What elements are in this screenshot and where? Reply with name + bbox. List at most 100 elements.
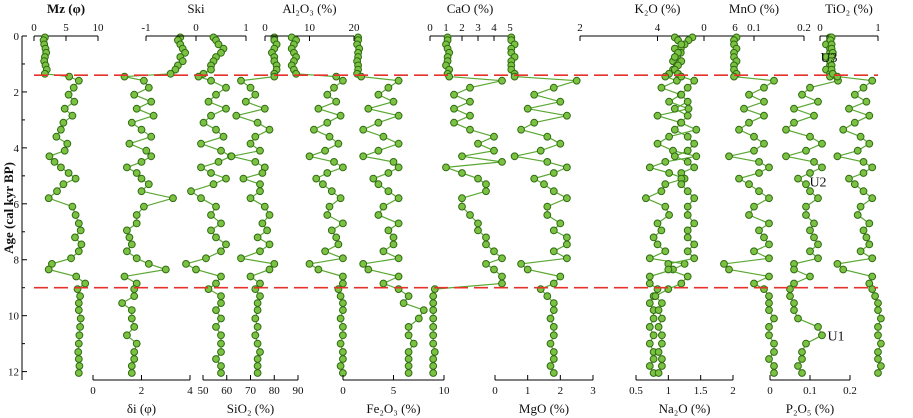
data-point xyxy=(199,118,208,127)
data-point xyxy=(258,219,267,228)
data-point xyxy=(394,163,403,172)
data-point xyxy=(207,111,215,120)
data-point xyxy=(414,314,423,323)
data-point xyxy=(490,247,498,256)
data-point xyxy=(45,152,54,161)
data-point xyxy=(217,292,225,301)
data-point xyxy=(339,331,347,340)
data-point xyxy=(839,265,848,274)
data-point xyxy=(394,272,403,281)
data-point xyxy=(319,180,327,189)
data-point xyxy=(798,348,806,356)
data-point xyxy=(253,233,262,242)
data-point xyxy=(120,272,129,281)
data-point xyxy=(765,299,773,308)
data-point xyxy=(149,111,158,120)
data-point xyxy=(75,362,84,370)
data-point xyxy=(127,314,136,323)
data-point xyxy=(339,355,347,363)
data-point xyxy=(549,331,558,340)
data-point xyxy=(549,226,558,235)
track-tick-label: 0.2 xyxy=(843,385,857,397)
data-point xyxy=(132,339,141,348)
data-point xyxy=(802,211,810,219)
data-point xyxy=(194,72,203,81)
data-point xyxy=(305,152,314,161)
data-point xyxy=(654,348,663,356)
data-point xyxy=(740,104,748,113)
data-point xyxy=(125,139,134,148)
data-point xyxy=(677,90,686,99)
data-point xyxy=(868,163,877,172)
age-tick-label: 4 xyxy=(14,143,20,155)
data-point xyxy=(874,331,882,340)
data-point xyxy=(140,76,148,85)
data-point xyxy=(256,146,264,155)
data-point xyxy=(123,163,131,172)
data-point xyxy=(71,174,80,183)
data-point xyxy=(144,83,153,92)
data-point xyxy=(850,90,859,99)
data-point xyxy=(657,83,666,92)
data-point xyxy=(450,118,458,127)
data-point xyxy=(336,362,345,370)
data-point xyxy=(683,97,692,106)
data-point xyxy=(874,355,882,363)
data-point xyxy=(549,348,558,356)
data-point xyxy=(543,202,552,211)
data-point xyxy=(862,233,871,242)
data-point xyxy=(314,265,323,274)
data-point xyxy=(404,369,413,377)
data-point xyxy=(71,211,80,219)
data-point xyxy=(517,125,525,134)
data-point xyxy=(770,348,778,356)
data-point xyxy=(877,339,885,348)
track-tick-label: 10 xyxy=(439,385,451,397)
data-point xyxy=(458,169,466,177)
data-point xyxy=(68,202,77,211)
data-point xyxy=(530,174,539,183)
data-point xyxy=(653,240,662,249)
unit-label: U1 xyxy=(827,329,844,344)
data-point xyxy=(147,132,156,141)
data-point xyxy=(137,158,146,166)
data-point xyxy=(770,339,778,348)
data-point xyxy=(802,180,810,189)
data-point xyxy=(458,152,466,161)
age-tick-label: 10 xyxy=(8,311,20,323)
data-point xyxy=(810,233,818,242)
unit-label: U3 xyxy=(820,51,837,66)
data-point xyxy=(76,292,84,301)
track-title: Na₂O (%) xyxy=(659,401,711,416)
data-point xyxy=(868,285,877,294)
data-point xyxy=(429,369,438,377)
data-point xyxy=(498,254,506,263)
data-point xyxy=(227,152,236,161)
data-point xyxy=(664,285,673,294)
data-point xyxy=(374,146,383,155)
data-point xyxy=(323,118,332,127)
data-point xyxy=(384,187,393,196)
data-point xyxy=(563,163,571,172)
data-point xyxy=(790,118,798,127)
data-point xyxy=(868,272,877,281)
data-point xyxy=(339,299,347,308)
data-point xyxy=(384,226,393,235)
data-point xyxy=(645,254,654,263)
data-point xyxy=(877,314,885,323)
data-point xyxy=(217,299,225,308)
data-point xyxy=(806,247,814,256)
data-point xyxy=(683,247,692,256)
track-tick-label: 2 xyxy=(730,385,736,397)
track-tick-label: 0 xyxy=(90,385,96,397)
track-tick-label: 0 xyxy=(427,22,433,34)
data-point xyxy=(814,97,822,106)
data-point xyxy=(130,355,139,363)
data-point xyxy=(60,146,69,155)
data-point xyxy=(482,187,490,196)
data-point xyxy=(474,226,482,235)
data-point xyxy=(305,260,314,268)
track-tick-label: 5 xyxy=(63,22,69,34)
track-tick-label: 2 xyxy=(459,22,465,34)
data-point xyxy=(214,158,223,166)
